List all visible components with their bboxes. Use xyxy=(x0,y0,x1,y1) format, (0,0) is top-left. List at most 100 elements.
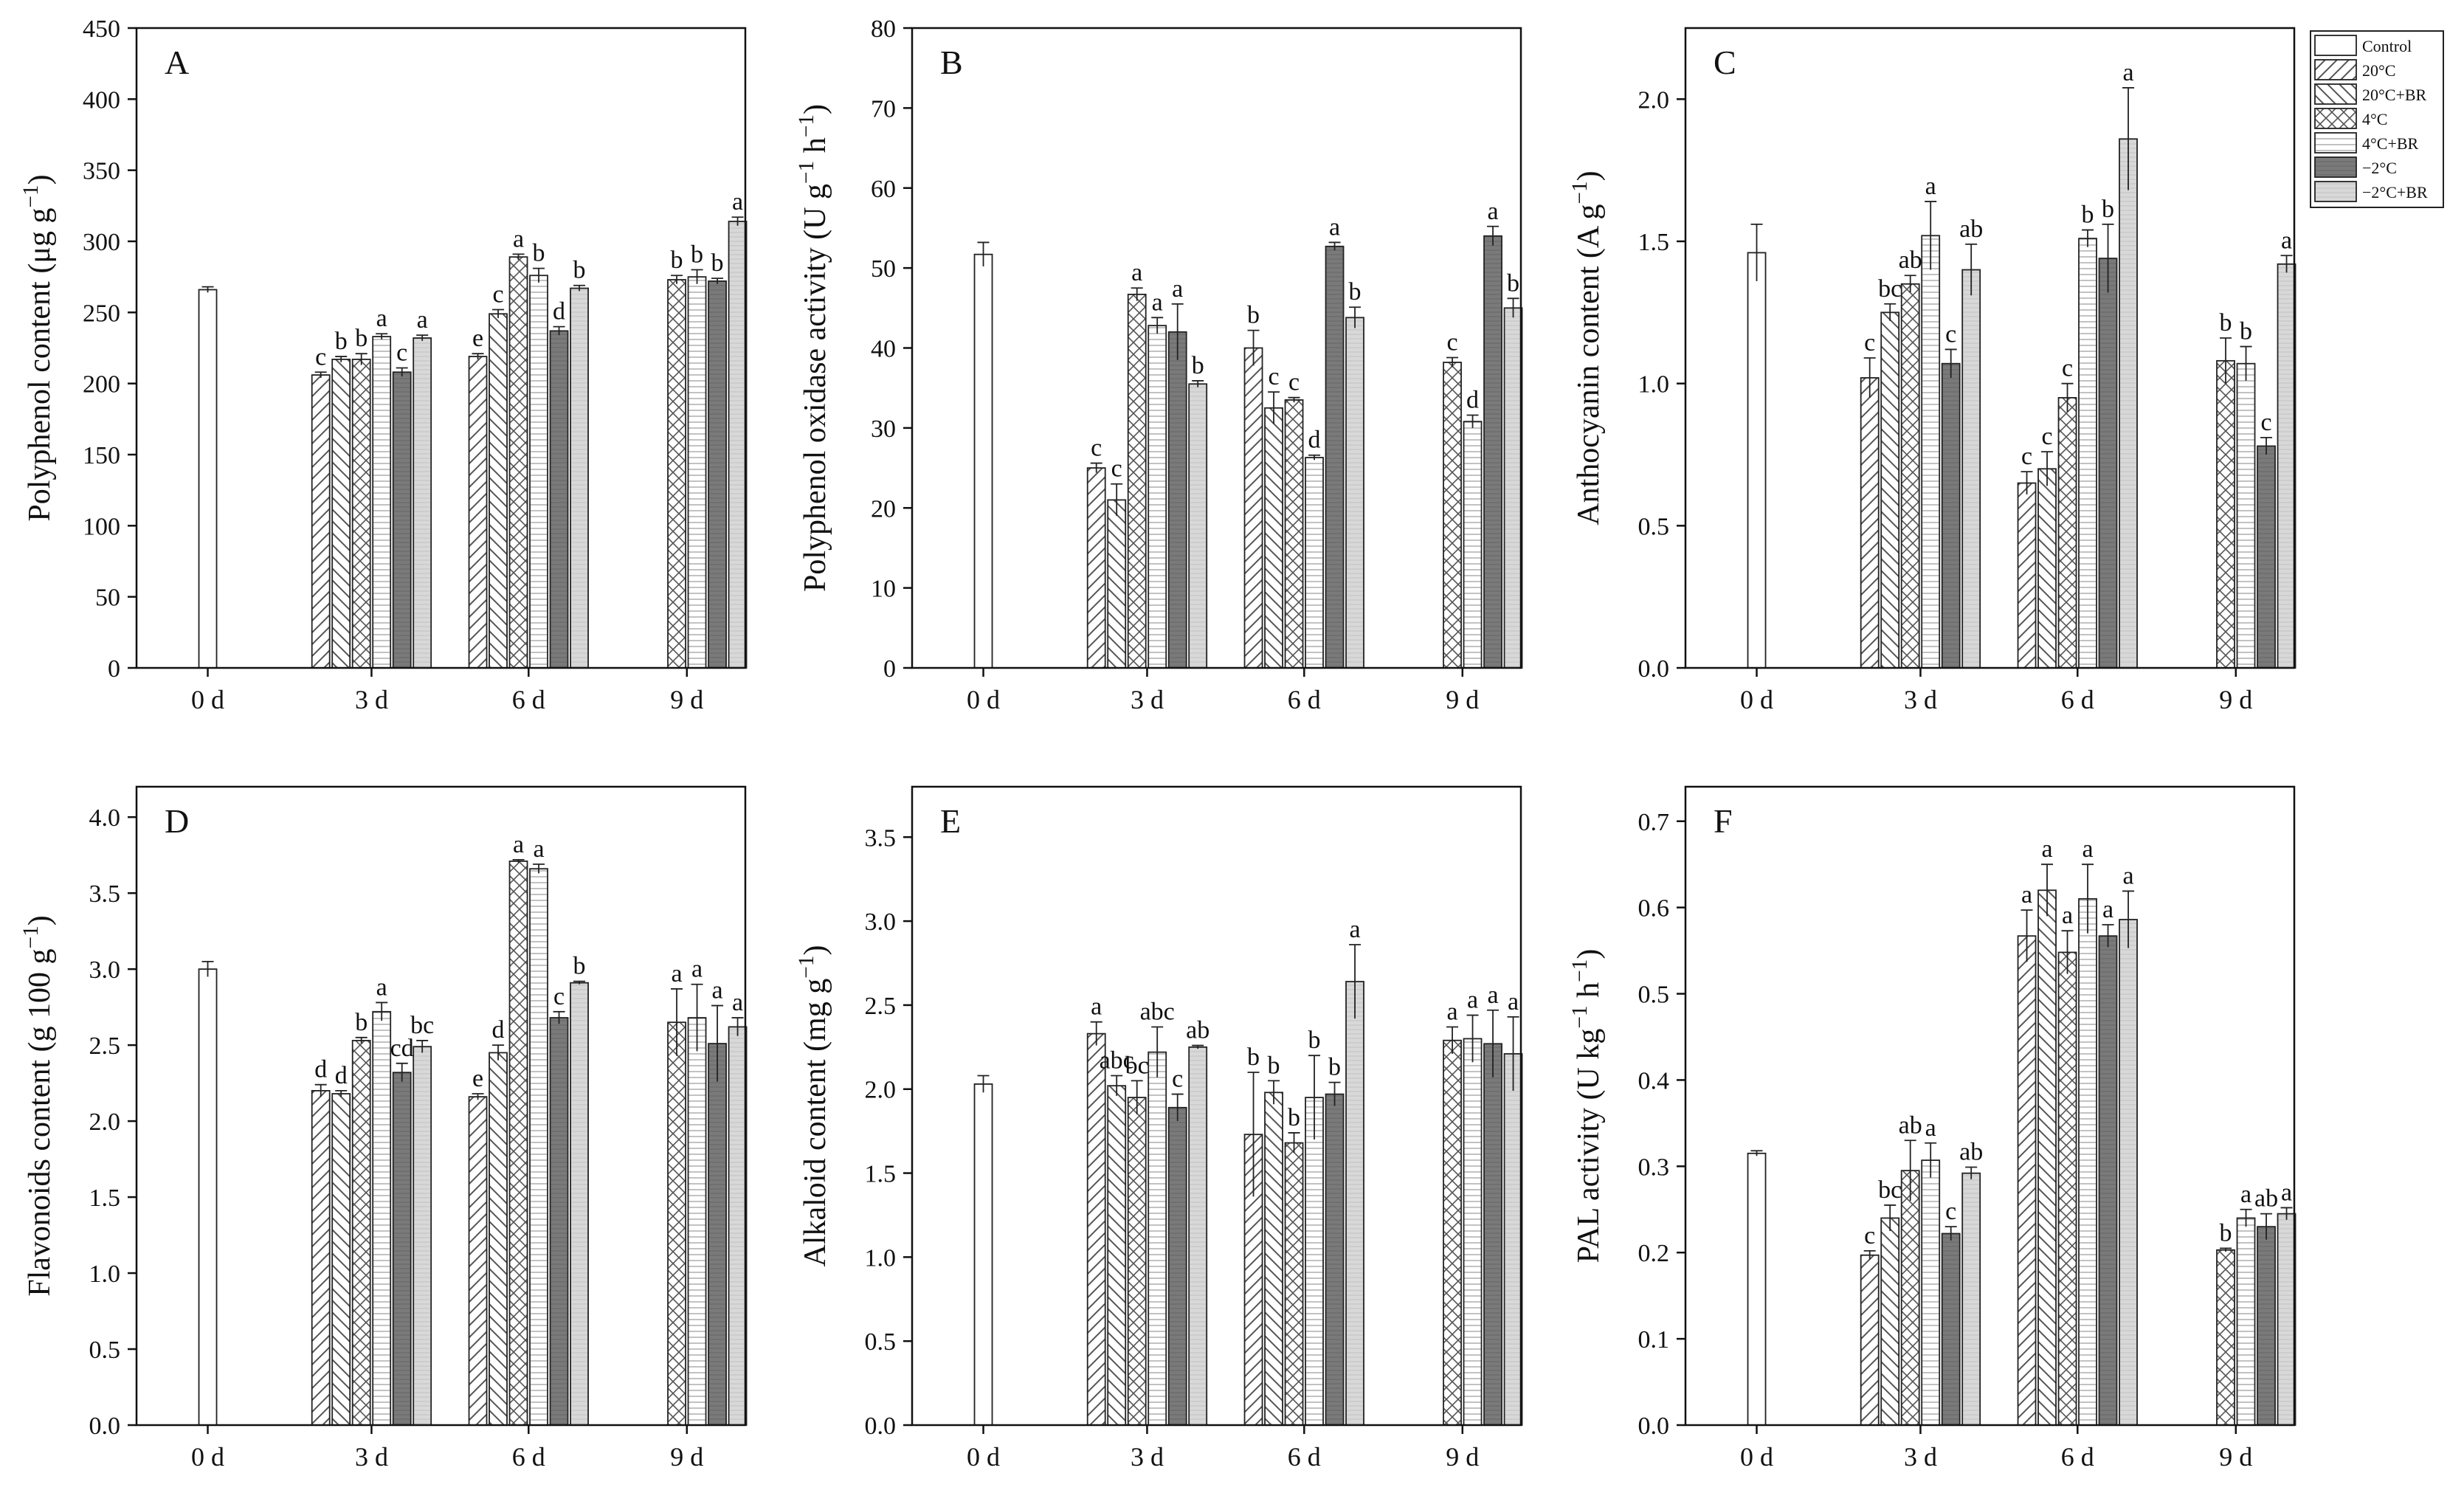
bar xyxy=(413,337,432,669)
legend-label: Control xyxy=(2362,37,2412,55)
significance-letter: b xyxy=(691,241,703,269)
bar xyxy=(1325,1093,1345,1426)
y-tick-label: 70 xyxy=(871,95,896,123)
significance-letter: bc xyxy=(1125,1052,1149,1079)
y-tick-label: 1.5 xyxy=(865,1161,897,1188)
significance-letter: b xyxy=(1247,1044,1260,1071)
y-tick-label: 0.0 xyxy=(865,1413,897,1440)
legend-label: −2°C xyxy=(2362,159,2397,177)
legend-swatch xyxy=(2314,132,2357,154)
bar xyxy=(1483,1043,1502,1426)
bar xyxy=(1264,407,1283,669)
bar xyxy=(1305,457,1324,669)
bar xyxy=(2098,258,2118,669)
legend-swatch xyxy=(2314,108,2357,129)
significance-letter: ab xyxy=(1959,1138,1983,1165)
legend-swatch xyxy=(2314,83,2357,105)
y-tick-label: 0.5 xyxy=(1638,982,1670,1009)
y-tick-label: 2.0 xyxy=(865,1077,897,1104)
bar xyxy=(1086,467,1106,669)
panel-label: B xyxy=(940,44,963,81)
significance-letter: a xyxy=(1152,289,1163,316)
bar xyxy=(2017,482,2037,669)
y-tick-label: 3.0 xyxy=(865,908,897,936)
significance-letter: d xyxy=(492,1016,505,1044)
x-tick-label: 0 d xyxy=(191,1442,224,1472)
bar xyxy=(1921,235,1941,669)
significance-letter: b xyxy=(1247,302,1260,329)
significance-letter: a xyxy=(1172,275,1183,303)
significance-letter: c xyxy=(315,343,326,370)
x-tick-label: 0 d xyxy=(1740,1442,1773,1472)
significance-letter: a xyxy=(2281,1179,2292,1206)
significance-letter: a xyxy=(1447,999,1458,1026)
bar xyxy=(1188,383,1208,669)
significance-letter: b xyxy=(2220,309,2232,337)
y-tick-label: 3.5 xyxy=(865,824,897,852)
bar xyxy=(1167,1106,1187,1426)
bar xyxy=(1284,1142,1304,1426)
y-tick-label: 2.0 xyxy=(89,1108,121,1136)
bar xyxy=(549,330,569,669)
bar xyxy=(1747,1152,1767,1426)
bar xyxy=(1443,362,1462,669)
significance-letter: a xyxy=(2062,902,2073,929)
bar xyxy=(1900,283,1920,669)
bar xyxy=(1086,1032,1106,1426)
y-tick-label: 10 xyxy=(871,576,896,603)
panel-D: 0.0 0.5 1.0 1.5 2.0 2.5 3.0 3.5 4.0 Flavonoids co… xyxy=(19,785,748,1472)
y-axis-label: Polyphenol content (μg g−1) xyxy=(19,174,57,521)
significance-letter: a xyxy=(732,188,743,215)
legend-item: 20°C+BR xyxy=(2314,83,2427,105)
bar xyxy=(1127,1097,1147,1426)
y-tick-label: 3.5 xyxy=(89,880,121,908)
x-tick-label: 9 d xyxy=(670,685,703,714)
bar xyxy=(372,336,392,669)
significance-letter: c xyxy=(553,983,565,1010)
significance-letter: a xyxy=(2123,862,2134,889)
bar xyxy=(2098,935,2118,1426)
bar xyxy=(1127,293,1147,669)
y-tick-label: 4.0 xyxy=(89,804,121,832)
y-tick-label: 0.2 xyxy=(1638,1240,1670,1267)
bar xyxy=(2057,951,2077,1426)
significance-letter: c xyxy=(2062,355,2073,382)
bar xyxy=(973,1083,993,1426)
plot-frame xyxy=(135,785,747,1427)
plot-frame xyxy=(1684,27,2296,669)
legend-label: 4°C xyxy=(2362,110,2387,128)
legend-item: 4°C+BR xyxy=(2314,132,2419,154)
y-axis-label: Anthocyanin content (A g−1) xyxy=(1568,170,1606,525)
significance-letter: a xyxy=(2102,896,2113,923)
panel-E: 0.0 0.5 1.0 1.5 2.0 2.5 3.0 3.5 Alkaloid content… xyxy=(795,785,1523,1472)
bar xyxy=(508,256,528,669)
y-tick-label: 300 xyxy=(83,229,120,256)
bar xyxy=(2236,1217,2256,1426)
bar xyxy=(1860,377,1880,669)
y-tick-label: 0.0 xyxy=(1638,1413,1670,1440)
bar xyxy=(1188,1046,1208,1426)
significance-letter: c xyxy=(1269,363,1280,390)
significance-letter: b xyxy=(573,953,586,980)
significance-letter: b xyxy=(2220,1219,2232,1247)
x-tick-label: 0 d xyxy=(1740,685,1773,714)
significance-letter: b xyxy=(711,249,724,277)
significance-letter: ab xyxy=(2254,1185,2278,1213)
bar xyxy=(489,313,508,669)
y-tick-label: 1.5 xyxy=(1638,229,1670,256)
panel-label: F xyxy=(1714,802,1733,840)
y-tick-label: 40 xyxy=(871,336,896,363)
bar xyxy=(392,371,412,669)
y-axis-label: Polyphenol oxidase activity (U g−1 h−1) xyxy=(795,104,832,592)
significance-letter: a xyxy=(376,305,387,332)
significance-letter: c xyxy=(1864,329,1875,356)
significance-letter: b xyxy=(2102,196,2114,223)
legend-swatch xyxy=(2314,35,2357,56)
bar xyxy=(2078,238,2097,669)
significance-letter: c xyxy=(1288,369,1300,396)
significance-letter: a xyxy=(1091,993,1102,1021)
x-tick-label: 6 d xyxy=(2061,1442,2094,1472)
bar xyxy=(1961,269,1981,669)
plot-frame xyxy=(911,27,1522,669)
y-axis-label: Flavonoids content (g 100 g−1) xyxy=(19,915,57,1297)
